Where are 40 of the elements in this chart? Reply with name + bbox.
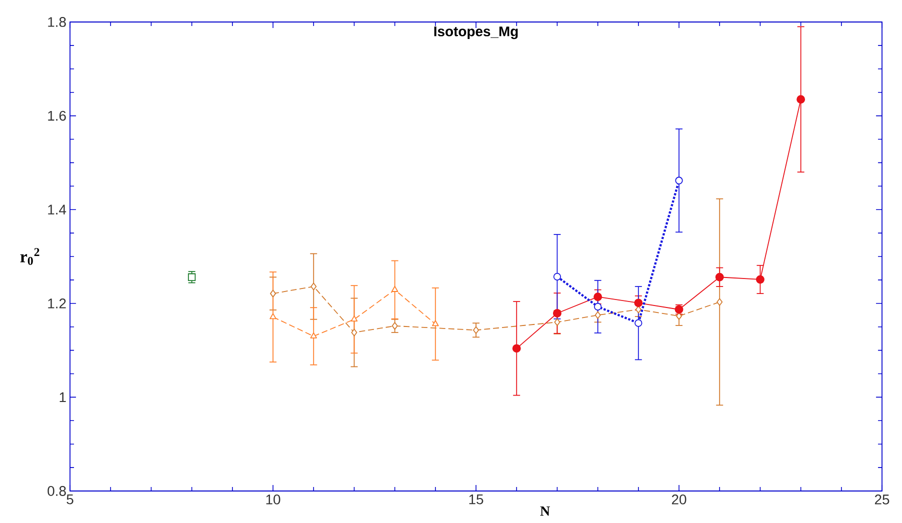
point bbox=[432, 320, 439, 326]
point bbox=[594, 292, 602, 302]
point bbox=[594, 302, 602, 311]
x-tick-label: 15 bbox=[469, 494, 484, 504]
x-tick-label: 5 bbox=[66, 494, 74, 504]
y-tick-label: 1.8 bbox=[48, 17, 66, 27]
point bbox=[552, 309, 562, 318]
point bbox=[473, 326, 479, 334]
point bbox=[594, 311, 601, 319]
point bbox=[675, 176, 683, 184]
y-tick-label: 0.8 bbox=[48, 486, 66, 496]
x-tick-label: 20 bbox=[672, 494, 686, 504]
point bbox=[634, 298, 643, 308]
point bbox=[512, 344, 521, 353]
point bbox=[391, 286, 398, 292]
x-axis-title: N bbox=[540, 506, 550, 516]
point bbox=[350, 316, 358, 322]
point bbox=[553, 272, 562, 280]
point bbox=[310, 332, 317, 338]
y-axis-title: r$_{0}$2 bbox=[20, 248, 40, 265]
point bbox=[351, 328, 358, 336]
y-tick-label: 1.4 bbox=[48, 204, 66, 214]
point bbox=[635, 306, 642, 314]
point bbox=[715, 272, 724, 282]
chart-title: Isotopes_Mg bbox=[434, 26, 518, 40]
x-tick-label: 10 bbox=[266, 494, 280, 504]
point bbox=[310, 282, 317, 290]
point bbox=[796, 95, 806, 104]
y-tick-label: 1.2 bbox=[48, 298, 66, 308]
point bbox=[554, 318, 560, 326]
x-tick-label: 25 bbox=[874, 494, 890, 504]
point bbox=[716, 298, 723, 306]
point bbox=[270, 313, 276, 320]
y-tick-label: 1 bbox=[60, 392, 66, 402]
y-tick-label: 1.6 bbox=[48, 110, 66, 121]
point bbox=[392, 322, 398, 330]
point bbox=[634, 319, 642, 327]
point bbox=[270, 290, 276, 298]
point bbox=[756, 275, 764, 284]
point bbox=[188, 273, 196, 281]
